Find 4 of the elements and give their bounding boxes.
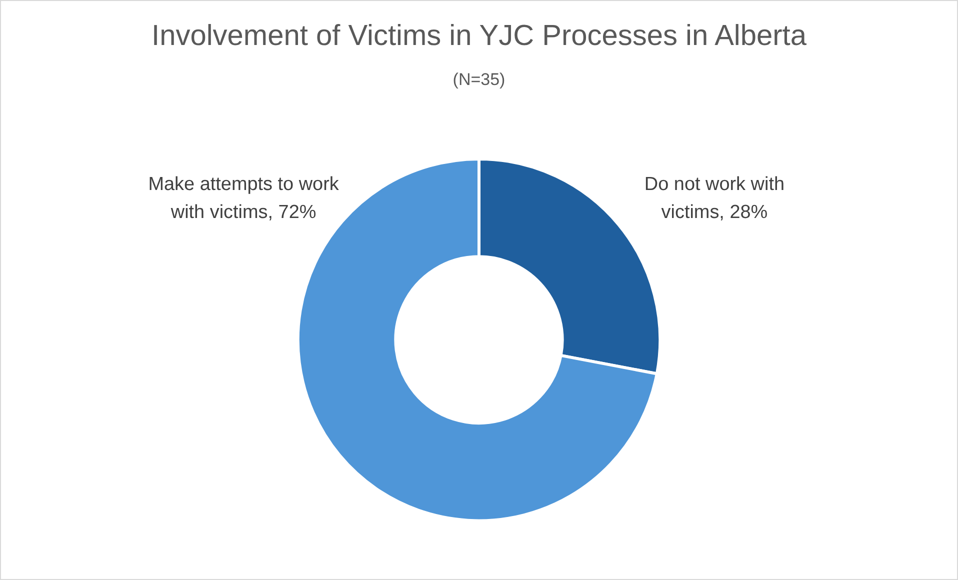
chart-subtitle: (N=35) [452,70,506,90]
chart-title: Involvement of Victims in YJC Processes in Alberta [150,20,808,53]
slice-label: Make attempts to work with victims, 72% [148,174,340,223]
slice-label: Do not work with victims, 28% [644,174,784,223]
